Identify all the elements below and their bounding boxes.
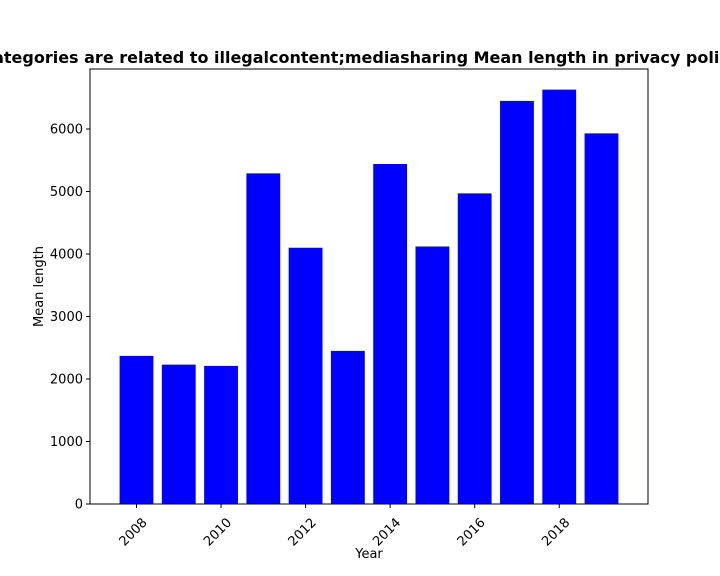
x-tick-label: 2014	[370, 515, 404, 549]
bar-2010	[204, 365, 238, 505]
bar-2014	[373, 164, 408, 504]
x-tick-label: 2010	[201, 515, 235, 549]
bar-2015	[415, 246, 450, 504]
y-tick-label: 1000	[50, 435, 83, 450]
y-tick-label: 6000	[50, 123, 83, 138]
bar-2008	[119, 355, 154, 505]
bar-2017	[500, 100, 534, 505]
bar-2016	[457, 193, 492, 505]
x-tick-label: 2018	[539, 515, 573, 549]
bar-2009	[161, 364, 196, 505]
bars-group	[119, 89, 619, 505]
x-axis: 2008 2010 2012 2014 2016 2018	[117, 504, 573, 549]
x-tick-label: 2016	[455, 515, 489, 549]
y-tick-label: 2000	[50, 373, 83, 388]
y-tick-label: 3000	[50, 310, 83, 325]
chart-title: Categories are related to illegalcontent…	[0, 48, 720, 67]
bar-2012	[288, 247, 323, 504]
y-tick-label: 5000	[50, 185, 83, 200]
x-axis-label: Year	[354, 547, 383, 562]
bar-2011	[246, 173, 281, 505]
plot-area-frame	[89, 68, 649, 505]
y-tick-label: 0	[75, 498, 83, 513]
y-axis-label: Mean length	[32, 246, 47, 327]
y-axis: 0 1000 2000 3000 4000 5000 6000	[50, 123, 90, 513]
y-tick-label: 4000	[50, 248, 83, 263]
bar-2013	[330, 350, 365, 505]
x-tick-label: 2008	[117, 515, 151, 549]
x-tick-label: 2012	[286, 515, 320, 549]
bar-2019	[584, 133, 619, 505]
bar-2018	[542, 89, 577, 505]
